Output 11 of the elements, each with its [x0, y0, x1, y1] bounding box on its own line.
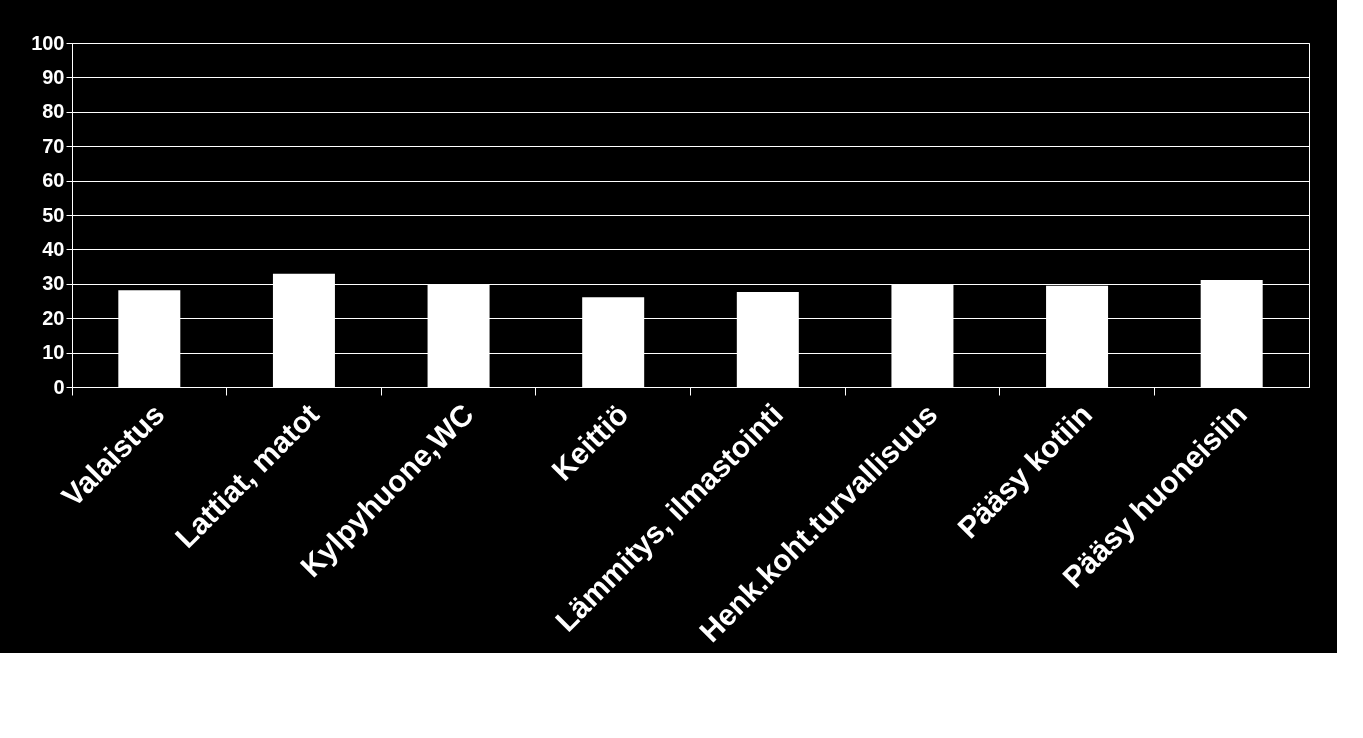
y-tick-label: 40 — [42, 237, 65, 260]
y-tick-label: 100 — [31, 31, 65, 54]
y-tick-label: 80 — [42, 100, 65, 123]
y-tick-label: 90 — [42, 65, 65, 88]
y-tick-label: 30 — [42, 272, 65, 295]
y-tick-label: 50 — [42, 203, 65, 226]
y-tick-label: 60 — [42, 169, 65, 192]
y-tick-label: 10 — [42, 341, 65, 364]
y-tick-label: 70 — [42, 134, 65, 157]
y-tick-label: 20 — [42, 306, 65, 329]
y-tick-label: 0 — [53, 375, 65, 398]
